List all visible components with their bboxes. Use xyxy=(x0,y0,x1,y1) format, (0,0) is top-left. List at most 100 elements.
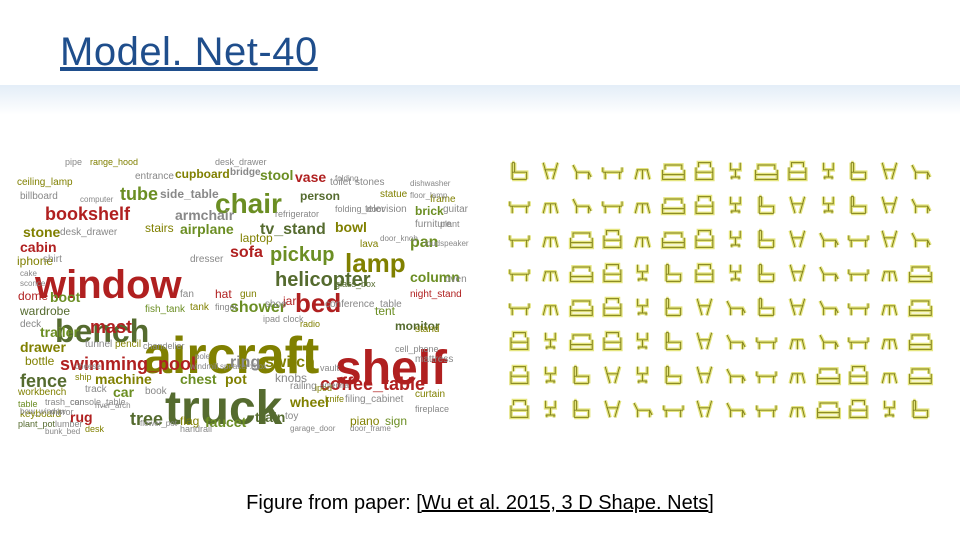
wordcloud-word: brick xyxy=(415,205,444,217)
wordcloud-word: flower_pot xyxy=(140,420,177,428)
chair-thumbnail xyxy=(844,223,873,255)
chair-thumbnail xyxy=(659,223,688,255)
wordcloud-word: gun xyxy=(240,290,257,300)
wordcloud-word: pipe xyxy=(65,158,82,167)
wordcloud-word: ceiling_lamp xyxy=(17,178,73,188)
chair-thumbnail xyxy=(690,257,719,289)
chair-thumbnail xyxy=(906,223,935,255)
chair-thumbnail xyxy=(875,291,904,323)
chair-thumbnail xyxy=(690,393,719,425)
wordcloud-word: boot xyxy=(50,290,80,304)
wordcloud-word: door_knob xyxy=(380,235,418,243)
wordcloud-word: radio xyxy=(300,320,320,329)
chair-thumbnail xyxy=(567,257,596,289)
wordcloud-word: cake xyxy=(20,270,37,278)
wordcloud-word: trailer xyxy=(40,325,79,339)
chair-thumbnail xyxy=(721,257,750,289)
wordcloud-word: bottle xyxy=(25,355,54,367)
chair-thumbnail xyxy=(875,325,904,357)
wordcloud-word: stand xyxy=(415,325,439,335)
chair-thumbnail xyxy=(844,291,873,323)
wordcloud-word: bookshelf xyxy=(45,205,130,223)
wordcloud-word: mattress xyxy=(415,355,453,365)
wordcloud-word: xbox xyxy=(250,363,267,371)
wordcloud-word: chandelier xyxy=(143,342,185,351)
chair-thumbnail xyxy=(536,359,565,391)
wordcloud-word: desk xyxy=(85,425,104,434)
wordcloud-word: night_stand xyxy=(410,290,462,300)
chair-thumbnail xyxy=(752,291,781,323)
wordcloud-word: bridge xyxy=(230,168,261,178)
chair-thumbnail xyxy=(598,155,627,187)
wordcloud-word: pencil xyxy=(115,340,141,350)
chair-thumbnail xyxy=(598,393,627,425)
chair-thumbnail xyxy=(906,189,935,221)
chair-thumbnail xyxy=(721,359,750,391)
chair-thumbnail xyxy=(844,155,873,187)
chair-thumbnail xyxy=(721,291,750,323)
chair-thumbnail xyxy=(505,359,534,391)
chair-thumbnail xyxy=(505,325,534,357)
wordcloud-word: laptop xyxy=(240,232,273,244)
wordcloud-word: lava xyxy=(360,240,378,250)
chair-thumbnail xyxy=(567,359,596,391)
wordcloud-word: fish_tank xyxy=(145,305,185,315)
chair-thumbnail xyxy=(906,257,935,289)
chair-thumbnail xyxy=(814,155,843,187)
wordcloud-word: lumber xyxy=(55,420,83,429)
chair-thumbnail xyxy=(875,359,904,391)
chair-thumbnail xyxy=(814,291,843,323)
chair-thumbnail xyxy=(690,359,719,391)
chair-thumbnail xyxy=(659,155,688,187)
wordcloud-word: airplane xyxy=(180,222,234,236)
chair-thumbnail xyxy=(628,359,657,391)
wordcloud-word: hat xyxy=(215,288,232,300)
chair-thumbnail xyxy=(598,291,627,323)
chair-thumbnail xyxy=(628,291,657,323)
chair-thumbnail xyxy=(505,257,534,289)
wordcloud-word: cabin xyxy=(20,240,57,254)
chair-thumbnail xyxy=(598,189,627,221)
chair-thumbnail xyxy=(536,223,565,255)
wordcloud-word: ipad xyxy=(263,315,280,324)
chair-thumbnail xyxy=(567,223,596,255)
wordcloud-word: knobs xyxy=(275,372,307,384)
chair-thumbnail xyxy=(536,325,565,357)
wordcloud-word: tent xyxy=(375,305,395,317)
slide-title: Model. Net-40 xyxy=(60,30,318,75)
wordcloud-word: tube xyxy=(120,185,158,203)
chair-thumbnail xyxy=(628,325,657,357)
wordcloud-word: ship xyxy=(75,373,92,382)
chair-thumbnail xyxy=(505,155,534,187)
chair-thumbnail xyxy=(659,291,688,323)
chair-thumbnail xyxy=(814,223,843,255)
chair-thumbnail xyxy=(690,223,719,255)
chair-thumbnail xyxy=(536,257,565,289)
wordcloud-word: range_hood xyxy=(90,158,138,167)
chair-thumbnail xyxy=(536,393,565,425)
chair-thumbnail xyxy=(844,359,873,391)
wordcloud-word: billboard xyxy=(20,192,58,202)
chair-thumbnail xyxy=(814,325,843,357)
caption-citation: [Wu et al. 2015, 3 D Shape. Nets] xyxy=(416,492,714,514)
wordcloud-word: computer xyxy=(80,196,113,204)
chair-thumbnail xyxy=(875,257,904,289)
chair-thumbnail xyxy=(659,393,688,425)
wordcloud-word: vase xyxy=(295,170,326,184)
chair-thumbnail xyxy=(721,155,750,187)
wordcloud-word: guitar xyxy=(443,205,468,215)
wordcloud-word: chest xyxy=(180,372,217,386)
chair-grid-panel xyxy=(500,150,940,430)
wordcloud-word: book xyxy=(145,387,167,397)
wordcloud-word: armchair xyxy=(175,208,234,222)
chair-thumbnail xyxy=(783,189,812,221)
chair-thumbnail xyxy=(752,393,781,425)
chair-thumbnail xyxy=(783,223,812,255)
chair-thumbnail xyxy=(814,359,843,391)
chair-thumbnail xyxy=(598,325,627,357)
chair-thumbnail xyxy=(567,291,596,323)
wordcloud-word: folding_door xyxy=(335,205,385,214)
wordcloud-word: fireplace xyxy=(415,405,449,414)
chair-thumbnail xyxy=(690,325,719,357)
wordcloud-word: handrail xyxy=(180,425,212,434)
